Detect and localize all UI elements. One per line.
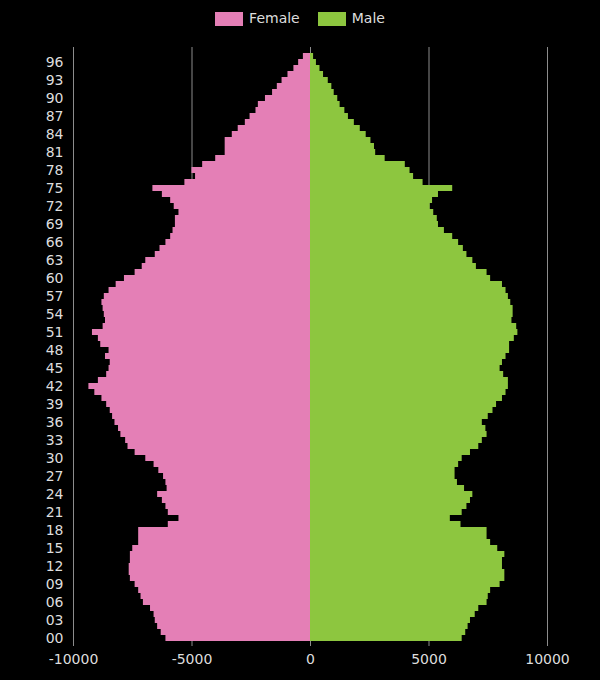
svg-text:72: 72 [46, 198, 64, 214]
svg-text:87: 87 [46, 108, 64, 124]
svg-text:09: 09 [46, 576, 64, 592]
svg-text:90: 90 [46, 90, 64, 106]
svg-text:75: 75 [46, 180, 64, 196]
svg-text:45: 45 [46, 360, 64, 376]
svg-text:30: 30 [46, 450, 64, 466]
svg-text:60: 60 [46, 270, 64, 286]
html-text:Male: Male [351, 9, 385, 26]
svg-text:24: 24 [46, 486, 64, 502]
svg-text:48: 48 [46, 342, 64, 358]
svg-text:78: 78 [46, 162, 64, 178]
svg-text:96: 96 [46, 54, 64, 70]
svg-text:69: 69 [46, 216, 64, 232]
svg-text:54: 54 [46, 306, 64, 322]
svg-text:12: 12 [46, 558, 64, 574]
svg-text:57: 57 [46, 288, 64, 304]
svg-text:21: 21 [46, 504, 64, 520]
svg-text:06: 06 [46, 594, 64, 610]
svg-text:5000: 5000 [411, 651, 447, 667]
svg-text:0: 0 [306, 651, 315, 667]
svg-text:10000: 10000 [525, 651, 570, 667]
svg-text:39: 39 [46, 396, 64, 412]
svg-text:51: 51 [46, 324, 64, 340]
svg-text:81: 81 [46, 144, 64, 160]
svg-text:93: 93 [46, 72, 64, 88]
html-text:Female: Female [249, 9, 300, 26]
svg-text:18: 18 [46, 522, 64, 538]
svg-text:27: 27 [46, 468, 64, 484]
svg-text:42: 42 [46, 378, 64, 394]
svg-text:-10000: -10000 [49, 651, 99, 667]
svg-text:66: 66 [46, 234, 64, 250]
svg-text:-5000: -5000 [172, 651, 213, 667]
svg-text:15: 15 [46, 540, 64, 556]
svg-text:36: 36 [46, 414, 64, 430]
svg-text:03: 03 [46, 612, 64, 628]
svg-text:00: 00 [46, 630, 64, 646]
svg-text:84: 84 [46, 126, 64, 142]
svg-text:63: 63 [46, 252, 64, 268]
svg-text:33: 33 [46, 432, 64, 448]
